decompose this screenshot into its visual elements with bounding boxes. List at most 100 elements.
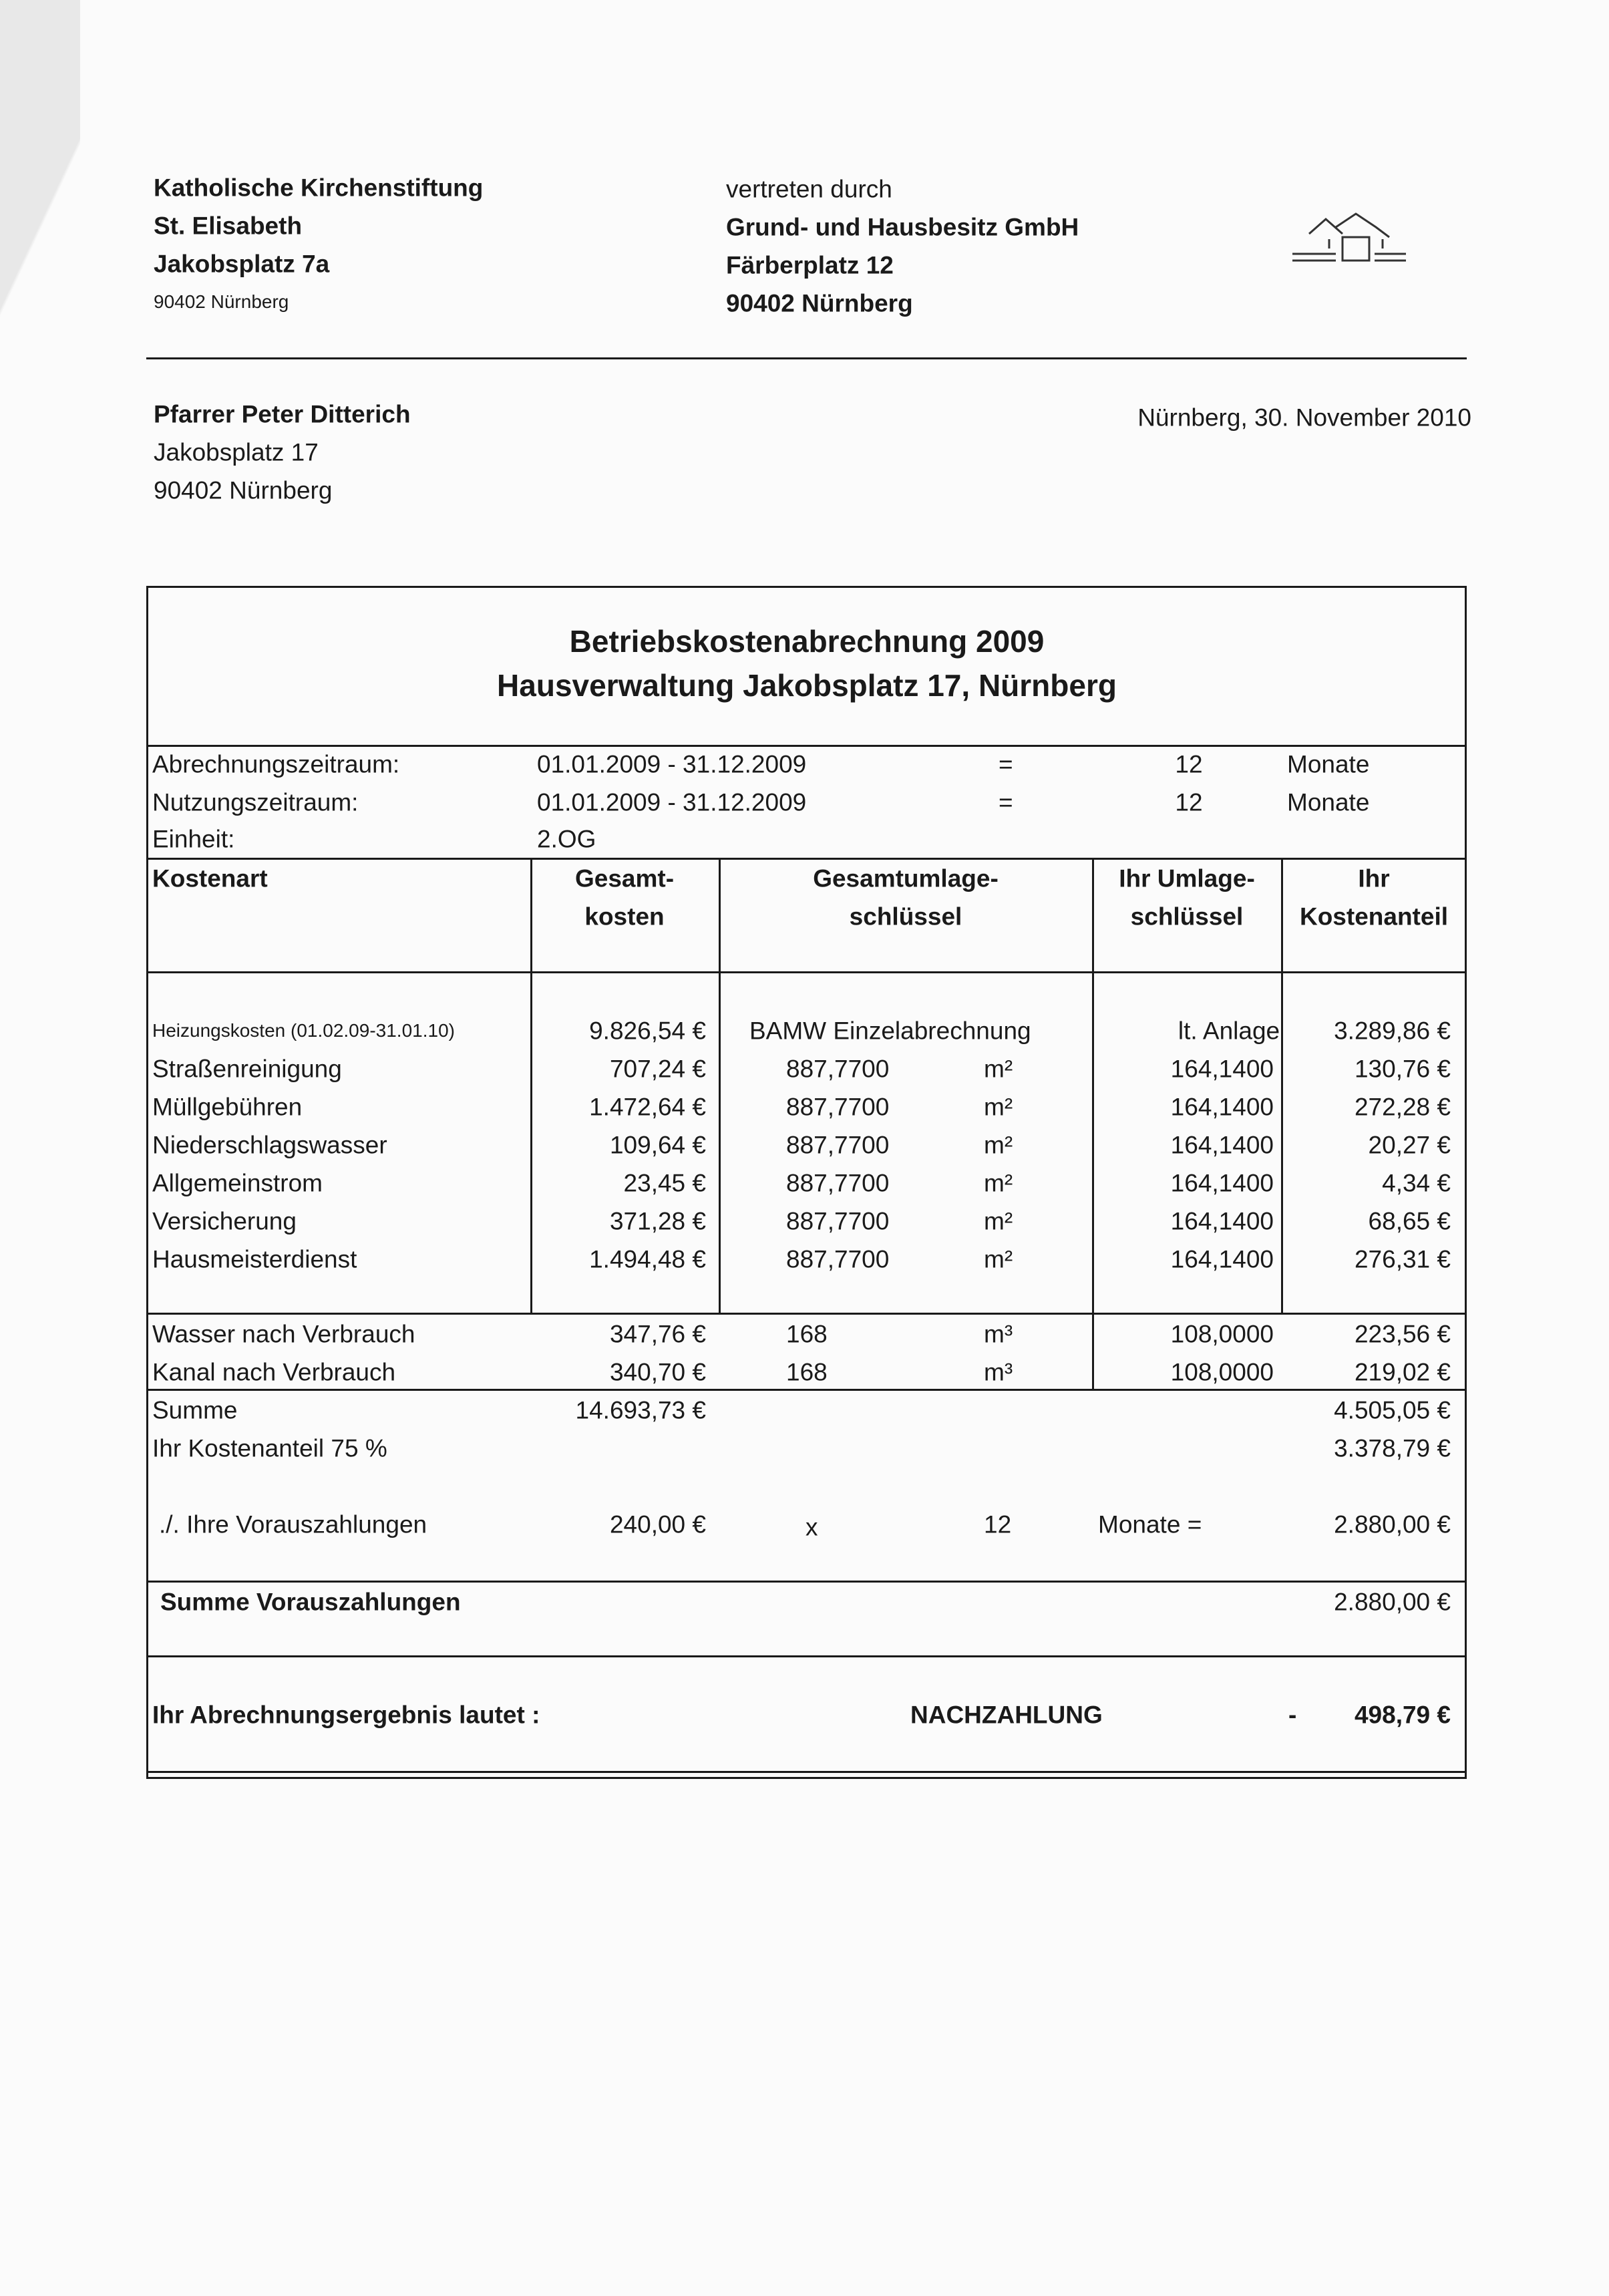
cost-your-key: 108,0000 <box>1170 1320 1274 1348</box>
statement-title: Betriebskostenabrechnung 2009 <box>569 624 1045 659</box>
prepay-sum-label: Summe Vorauszahlungen <box>160 1588 461 1616</box>
cost-key-unit: m² <box>984 1131 1013 1159</box>
prepay-sum-value: 2.880,00 € <box>1334 1588 1451 1616</box>
header-key-total: schlüssel <box>849 903 962 931</box>
header-your-key: Ihr Umlage- <box>1119 864 1255 892</box>
cost-key-total: 887,7700 <box>786 1055 890 1083</box>
period-months: 12 <box>1175 750 1203 778</box>
cost-your-key: lt. Anlage <box>1178 1017 1280 1045</box>
statement-subtitle: Hausverwaltung Jakobsplatz 17, Nürnberg <box>497 668 1117 703</box>
table-rule <box>1092 1313 1094 1389</box>
prepay-total: 2.880,00 € <box>1334 1510 1451 1538</box>
recipient-city: 90402 Nürnberg <box>154 476 333 504</box>
recipient-name: Pfarrer Peter Ditterich <box>154 400 411 428</box>
unit-value: 2.OG <box>537 825 596 853</box>
cost-total: 371,28 € <box>609 1207 706 1235</box>
table-rule <box>146 1777 1467 1779</box>
cost-key-unit: m³ <box>984 1320 1013 1348</box>
cost-key-total: 887,7700 <box>786 1207 890 1235</box>
cost-total: 9.826,54 € <box>589 1017 706 1045</box>
prepay-x: x <box>806 1513 818 1541</box>
cost-type: Straßenreinigung <box>152 1055 342 1083</box>
period-range: 01.01.2009 - 31.12.2009 <box>537 750 807 778</box>
agent-street: Färberplatz 12 <box>726 251 894 279</box>
cost-key-unit: m² <box>984 1245 1013 1273</box>
letter-date: Nürnberg, 30. November 2010 <box>1137 403 1471 432</box>
table-rule <box>146 1313 1467 1315</box>
cost-type: Wasser nach Verbrauch <box>152 1320 415 1348</box>
result-value: 498,79 € <box>1354 1701 1451 1729</box>
sender-street: Jakobsplatz 7a <box>154 250 330 278</box>
header-kostenart: Kostenart <box>152 864 268 892</box>
cost-total: 707,24 € <box>609 1055 706 1083</box>
scan-edge-shadow <box>0 0 80 601</box>
table-rule <box>146 1389 1467 1391</box>
cost-share: 4,34 € <box>1382 1169 1451 1197</box>
header-your-key: schlüssel <box>1130 903 1244 931</box>
table-rule <box>146 1581 1467 1583</box>
cost-key-total: 887,7700 <box>786 1245 890 1273</box>
period-label: Nutzungszeitraum: <box>152 788 359 816</box>
cost-total: 1.472,64 € <box>589 1093 706 1121</box>
sender-parish: St. Elisabeth <box>154 212 303 240</box>
table-rule <box>146 586 1467 588</box>
cost-total: 347,76 € <box>609 1320 706 1348</box>
cost-your-key: 164,1400 <box>1170 1245 1274 1273</box>
cost-type: Versicherung <box>152 1207 297 1235</box>
table-rule <box>146 745 1467 747</box>
table-rule <box>146 586 148 1778</box>
unit-label: Einheit: <box>152 825 235 853</box>
share-label: Ihr Kostenanteil 75 % <box>152 1434 387 1462</box>
cost-total: 23,45 € <box>623 1169 706 1197</box>
table-rule <box>719 858 721 1313</box>
period-unit: Monate <box>1287 788 1370 816</box>
header-key-total: Gesamtumlage- <box>813 864 999 892</box>
cost-type: Allgemeinstrom <box>152 1169 323 1197</box>
cost-key-total: 887,7700 <box>786 1131 890 1159</box>
result-label: Ihr Abrechnungsergebnis lautet : <box>152 1701 540 1729</box>
house-logo-icon <box>1292 212 1406 262</box>
table-rule <box>530 858 532 1313</box>
cost-share: 130,76 € <box>1354 1055 1451 1083</box>
prepay-label: ./. Ihre Vorauszahlungen <box>159 1510 427 1538</box>
cost-total: 109,64 € <box>609 1131 706 1159</box>
cost-share: 3.289,86 € <box>1334 1017 1451 1045</box>
sum-total: 14.693,73 € <box>575 1396 706 1424</box>
cost-share: 272,28 € <box>1354 1093 1451 1121</box>
sum-share: 4.505,05 € <box>1334 1396 1451 1424</box>
cost-key-total: 887,7700 <box>786 1093 890 1121</box>
period-months: 12 <box>1175 788 1203 816</box>
cost-total: 1.494,48 € <box>589 1245 706 1273</box>
table-rule <box>1281 858 1283 1313</box>
cost-your-key: 164,1400 <box>1170 1207 1274 1235</box>
table-rule <box>1465 586 1467 1778</box>
result-type: NACHZAHLUNG <box>910 1701 1103 1729</box>
sender-city: 90402 Nürnberg <box>154 291 289 312</box>
period-unit: Monate <box>1287 750 1370 778</box>
cost-type: Kanal nach Verbrauch <box>152 1358 396 1386</box>
table-rule <box>146 1655 1467 1657</box>
recipient-street: Jakobsplatz 17 <box>154 438 319 466</box>
share-value: 3.378,79 € <box>1334 1434 1451 1462</box>
cost-key-unit: m² <box>984 1093 1013 1121</box>
table-rule <box>146 858 1467 860</box>
cost-type: Heizungskosten (01.02.09-31.01.10) <box>152 1020 455 1041</box>
cost-key-unit: m² <box>984 1207 1013 1235</box>
agent-city: 90402 Nürnberg <box>726 289 913 317</box>
prepay-months: 12 <box>984 1510 1012 1538</box>
period-range: 01.01.2009 - 31.12.2009 <box>537 788 807 816</box>
agent-intro: vertreten durch <box>726 175 892 203</box>
result-sign: - <box>1288 1701 1297 1729</box>
header-share: Kostenanteil <box>1299 903 1449 931</box>
cost-share: 276,31 € <box>1354 1245 1451 1273</box>
table-rule <box>146 1771 1467 1773</box>
table-rule <box>146 357 1467 359</box>
cost-your-key: 164,1400 <box>1170 1093 1274 1121</box>
cost-share: 223,56 € <box>1354 1320 1451 1348</box>
header-share: Ihr <box>1358 864 1390 892</box>
period-eq: = <box>999 788 1013 816</box>
cost-key-unit: m² <box>984 1169 1013 1197</box>
cost-key-unit: m² <box>984 1055 1013 1083</box>
cost-type: Niederschlagswasser <box>152 1131 387 1159</box>
cost-your-key: 164,1400 <box>1170 1169 1274 1197</box>
